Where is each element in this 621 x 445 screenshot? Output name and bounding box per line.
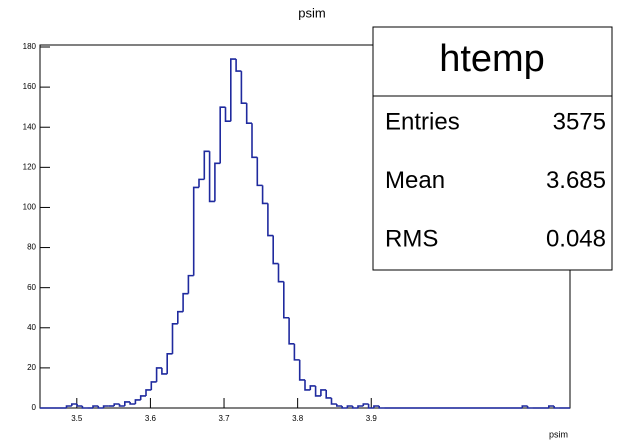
- histogram-bin: [373, 405, 380, 408]
- histogram-bin: [357, 405, 364, 408]
- histogram-bin: [214, 162, 221, 202]
- histogram-bin: [521, 405, 528, 408]
- x-axis-label: psim: [549, 429, 568, 439]
- x-tick-label: 3.8: [292, 414, 304, 423]
- histogram-bin: [277, 263, 284, 283]
- x-tick-label: 3.5: [71, 414, 83, 423]
- stats-box: htemp Entries 3575 Mean 3.685 RMS 0.048: [372, 26, 613, 271]
- y-tick-label: 80: [27, 243, 36, 252]
- histogram-bin: [293, 343, 300, 361]
- histogram-bin: [71, 403, 78, 406]
- histogram-bin: [330, 397, 337, 405]
- histogram-bin: [245, 103, 252, 125]
- histogram-bin: [224, 107, 231, 123]
- y-tick-label: 120: [23, 162, 37, 171]
- x-tick-label: 3.9: [366, 414, 378, 423]
- x-tick-label: 3.6: [145, 414, 157, 423]
- stats-label: Mean: [385, 167, 445, 194]
- y-tick-label: 0: [32, 403, 37, 412]
- histogram-bin: [526, 405, 533, 409]
- histogram-bin: [118, 403, 125, 407]
- histogram-bin: [298, 359, 305, 381]
- histogram-bin: [267, 203, 274, 237]
- y-tick-label: 140: [23, 122, 37, 131]
- histogram-bin: [166, 353, 173, 374]
- histogram-bin: [256, 157, 263, 187]
- histogram-bin: [351, 405, 358, 409]
- histogram-bin: [97, 405, 104, 409]
- histogram-bin: [251, 123, 258, 159]
- y-tick-label: 40: [27, 323, 36, 332]
- histogram-bin: [65, 405, 72, 408]
- histogram-bin: [362, 403, 369, 406]
- stats-frame: [372, 26, 613, 271]
- histogram-bin: [187, 274, 194, 294]
- stats-title: htemp: [439, 38, 545, 80]
- histogram-bin: [309, 385, 316, 390]
- y-tick-label: 60: [27, 283, 36, 292]
- histogram-bin: [320, 389, 327, 396]
- y-tick-label: 180: [23, 42, 37, 51]
- histogram-bin: [155, 367, 162, 382]
- stats-label: Entries: [385, 108, 460, 135]
- histogram-bin: [76, 403, 83, 407]
- histogram-bin: [230, 58, 237, 122]
- histogram-bin: [548, 405, 555, 408]
- stats-value: 3575: [553, 108, 606, 135]
- histogram-bin: [208, 151, 215, 203]
- histogram-bin: [336, 403, 343, 407]
- histogram-bin: [341, 405, 348, 409]
- histogram-bin: [304, 379, 311, 391]
- histogram-bin: [240, 71, 247, 104]
- histogram-bin: [283, 281, 290, 319]
- histogram-bin: [182, 292, 189, 312]
- x-tick-label: 3.7: [218, 414, 230, 423]
- histogram-bin: [139, 395, 146, 400]
- y-tick-label: 100: [23, 203, 37, 212]
- histogram-bin: [325, 389, 332, 399]
- histogram-bin: [171, 322, 178, 354]
- histogram-bin: [102, 405, 109, 408]
- histogram-bin: [553, 405, 560, 409]
- histogram-bin: [314, 385, 321, 397]
- histogram-bin: [145, 389, 152, 396]
- stats-value: 3.685: [546, 167, 606, 194]
- histogram-bin: [203, 150, 210, 180]
- histogram-bin: [219, 106, 226, 164]
- chart-title: psim: [298, 5, 325, 20]
- histogram-bin: [378, 405, 385, 409]
- histogram-bin: [124, 401, 131, 406]
- histogram-bin: [367, 403, 374, 409]
- histogram-bin: [261, 185, 268, 205]
- histogram-bin: [129, 401, 136, 405]
- histogram-bin: [113, 403, 120, 406]
- histogram-bin: [235, 59, 242, 72]
- y-tick-label: 20: [27, 363, 36, 372]
- histogram-bin: [346, 405, 353, 408]
- stats-label: RMS: [385, 225, 438, 252]
- histogram-bin: [288, 317, 295, 345]
- y-tick-label: 160: [23, 82, 37, 91]
- histogram-bin: [81, 405, 88, 409]
- histogram-bin: [161, 367, 168, 375]
- histogram-bin: [177, 310, 184, 324]
- histogram-bin: [198, 178, 205, 188]
- histogram-bin: [150, 381, 157, 390]
- histogram-bin: [92, 405, 99, 408]
- histogram-bin: [272, 235, 279, 265]
- stats-value: 0.048: [546, 225, 606, 252]
- histogram-bin: [134, 399, 141, 404]
- histogram-bin: [192, 186, 199, 276]
